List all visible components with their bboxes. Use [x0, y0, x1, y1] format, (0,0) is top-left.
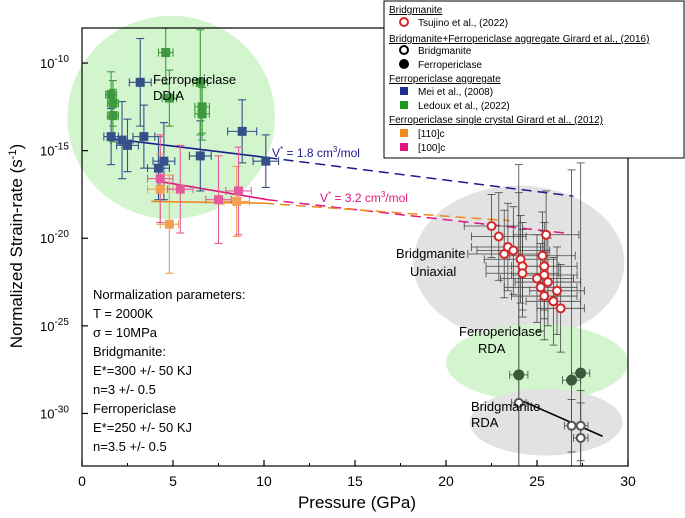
- fit-110-dashed: [263, 202, 510, 222]
- 110-c-point-1: [164, 219, 174, 229]
- fit-110-solid: [151, 200, 265, 204]
- legend-label-110c: [110]c: [418, 129, 445, 140]
- legend-marker-100c: [400, 143, 408, 151]
- legend-label-girard-ferropericlase: Ferropericlase: [418, 60, 482, 71]
- normalization-parameters: Normalization parameters: T = 2000K σ = …: [93, 287, 249, 454]
- ledoux-et-al-2022-point-6: [197, 102, 207, 112]
- y-tick-label--10: 10-10: [40, 54, 69, 71]
- fp-rda-region: [446, 324, 628, 402]
- fit-mei-solid: [109, 137, 268, 159]
- bridgmanite-girard-2016-point-0: [513, 397, 524, 408]
- tsujino-et-al-2022-point-10: [537, 250, 548, 261]
- region-label-ferropericlase-ddia: Ferropericlase DDIA: [153, 72, 240, 103]
- ledoux-et-al-2022-point-0: [106, 90, 116, 100]
- ledoux-et-al-2022-point-7: [197, 109, 207, 119]
- x-tick-label-0: 0: [78, 473, 86, 489]
- legend-heading-girard-2016: Bridgmanite+Ferropericlase aggregate Gir…: [389, 34, 649, 45]
- 110-c-point-2: [232, 196, 242, 206]
- legend-label-tsujino: Tsujino et al., (2022): [418, 18, 508, 29]
- ledoux-et-al-2022-point-3: [161, 48, 171, 58]
- legend-marker-tsujino: [399, 17, 409, 27]
- legend: Bridgmanite Tsujino et al., (2022) Bridg…: [383, 0, 685, 159]
- ledoux-et-al-2022-point-4: [164, 93, 174, 103]
- y-tick-label--30: 10-30: [40, 404, 69, 421]
- tsujino-et-al-2022-point-17: [552, 285, 563, 296]
- region-label-bridgmanite-uniaxial: Bridgmanite Uniaxial: [396, 246, 469, 279]
- legend-label-100c: [100]c: [418, 143, 445, 154]
- 110-c-point-0: [155, 184, 165, 194]
- x-tick-label-20: 20: [438, 473, 454, 489]
- y-tick-label--15: 10-15: [40, 142, 69, 159]
- fit-lines-layer: [109, 137, 603, 437]
- x-tick-label-15: 15: [347, 473, 363, 489]
- 100-c-point-1: [175, 184, 185, 194]
- fit-bdg-rda-solid: [518, 398, 603, 437]
- mei-et-al-2008-point-1: [117, 135, 127, 145]
- x-axis-label: Pressure (GPa): [298, 493, 416, 512]
- ferropericlase-girard-2016-point-2: [575, 367, 587, 379]
- region-label-ferropericlase-rda: Ferropericlase RDA: [459, 324, 546, 356]
- tsujino-et-al-2022-point-14: [541, 229, 552, 240]
- bridgmanite-girard-2016-point-1: [566, 420, 577, 431]
- fp-ddia-region: [67, 15, 275, 219]
- ledoux-et-al-2022-point-1: [108, 98, 118, 108]
- axes-layer: 0 5 10 15 20 25 30 10-10 10-15 10-20 10-25 10-30: [40, 54, 636, 489]
- ledoux-et-al-2022-point-2: [108, 111, 118, 121]
- ferropericlase-girard-2016-point-1: [566, 374, 578, 386]
- mei-et-al-2008-point-3: [135, 77, 145, 87]
- bridgmanite-girard-2016-point-2: [575, 420, 586, 431]
- activation-volume-label-1-8: V* = 1.8 cm3/mol: [272, 145, 360, 160]
- x-tick-label-25: 25: [529, 473, 545, 489]
- tsujino-et-al-2022-point-11: [539, 261, 550, 272]
- mei-et-al-2008-point-6: [159, 156, 169, 166]
- x-tick-label-30: 30: [620, 473, 636, 489]
- mei-et-al-2008-point-2: [123, 140, 132, 150]
- tsujino-et-al-2022-point-16: [548, 296, 559, 307]
- legend-marker-110c: [400, 129, 408, 137]
- tsujino-et-al-2022-point-7: [517, 268, 528, 279]
- legend-marker-girard-bridgmanite: [399, 45, 409, 55]
- mei-et-al-2008-point-8: [237, 126, 247, 136]
- x-tick-label-5: 5: [169, 473, 177, 489]
- x-tick-label-10: 10: [256, 473, 272, 489]
- y-axis-label: Normalized Strain-rate (s-1): [7, 144, 26, 348]
- mei-et-al-2008-point-5: [153, 163, 163, 173]
- legend-label-mei: Mei et al., (2008): [418, 87, 493, 98]
- tsujino-et-al-2022-point-9: [535, 282, 546, 293]
- legend-heading-fp-aggregate: Ferropericlase aggregate: [389, 74, 501, 85]
- legend-label-ledoux: Ledoux et al., (2022): [418, 101, 510, 112]
- ledoux-et-al-2022-point-5: [195, 77, 205, 87]
- activation-volume-label-3-2: V* = 3.2 cm3/mol: [320, 190, 408, 205]
- markers-layer: [106, 48, 587, 443]
- region-label-bridgmanite-rda: Bridgmanite RDA: [471, 399, 544, 430]
- legend-box: [383, 0, 685, 159]
- mei-et-al-2008-point-4: [139, 132, 149, 142]
- legend-label-girard-bridgmanite: Bridgmanite: [418, 46, 472, 57]
- tsujino-et-al-2022-point-4: [508, 245, 519, 256]
- legend-marker-ledoux: [400, 101, 408, 109]
- tsujino-et-al-2022-point-1: [493, 231, 504, 242]
- mei-et-al-2008-point-7: [195, 151, 205, 161]
- fit-v32-dashed: [267, 198, 565, 234]
- legend-marker-mei: [400, 87, 408, 95]
- legend-heading-bridgmanite: Bridgmanite: [389, 5, 443, 16]
- bridgmanite-girard-2016-point-3: [575, 432, 586, 443]
- 100-c-point-0: [155, 174, 165, 184]
- 100-c-point-2: [214, 195, 223, 205]
- y-tick-label--20: 10-20: [40, 229, 69, 246]
- ferropericlase-girard-2016-point-0: [513, 369, 525, 381]
- tsujino-et-al-2022-point-18: [555, 303, 566, 314]
- fit-mei-dashed: [267, 156, 574, 197]
- mei-et-al-2008-point-9: [261, 156, 271, 166]
- 100-c-point-3: [234, 186, 244, 196]
- legend-heading-fp-single-crystal: Ferropericlase single crystal Girard et …: [389, 115, 603, 126]
- legend-marker-girard-ferropericlase: [399, 59, 409, 69]
- tsujino-et-al-2022-point-0: [486, 220, 497, 231]
- tsujino-et-al-2022-point-15: [542, 277, 553, 288]
- y-tick-label--25: 10-25: [40, 317, 69, 334]
- mei-et-al-2008-point-0: [106, 132, 116, 142]
- tsujino-et-al-2022-point-13: [539, 291, 550, 302]
